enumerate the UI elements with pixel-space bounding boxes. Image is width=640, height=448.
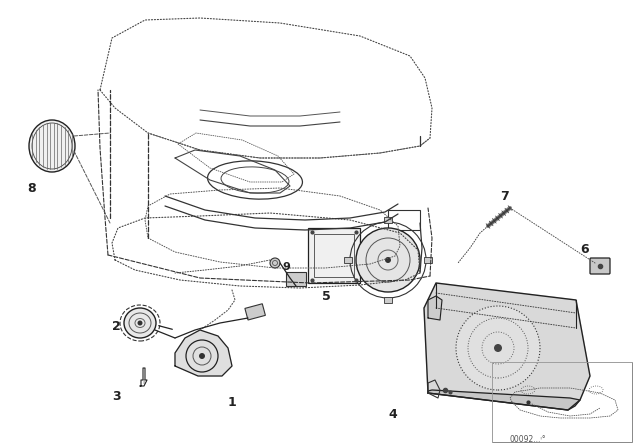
Text: 2: 2	[112, 320, 121, 333]
Text: 4: 4	[388, 408, 397, 421]
Bar	[424, 257, 432, 263]
Bar	[308, 228, 360, 283]
Circle shape	[270, 258, 280, 268]
Text: 5: 5	[322, 290, 331, 303]
Polygon shape	[424, 283, 590, 410]
Text: T: T	[141, 379, 145, 385]
Ellipse shape	[124, 308, 156, 338]
Bar	[314, 234, 354, 277]
Circle shape	[356, 228, 420, 292]
Bar	[245, 304, 266, 320]
Circle shape	[385, 257, 391, 263]
Bar	[384, 217, 392, 223]
FancyBboxPatch shape	[590, 258, 610, 274]
Bar	[384, 297, 392, 303]
Circle shape	[199, 353, 205, 359]
Bar	[492, 362, 632, 442]
Text: 1: 1	[228, 396, 237, 409]
Bar	[388, 210, 420, 230]
Circle shape	[456, 306, 540, 390]
Text: 00092...ᵎ°: 00092...ᵎ°	[510, 435, 547, 444]
Text: 7: 7	[500, 190, 509, 203]
Polygon shape	[428, 390, 580, 410]
Circle shape	[138, 320, 143, 326]
Ellipse shape	[29, 120, 75, 172]
Text: 3: 3	[112, 390, 120, 403]
Circle shape	[494, 344, 502, 352]
Text: 9: 9	[282, 262, 290, 272]
Polygon shape	[428, 296, 442, 320]
Text: 6: 6	[580, 243, 589, 256]
Circle shape	[186, 340, 218, 372]
Bar	[344, 257, 352, 263]
Polygon shape	[175, 330, 232, 376]
Bar	[286, 272, 306, 286]
Text: 8: 8	[28, 181, 36, 194]
